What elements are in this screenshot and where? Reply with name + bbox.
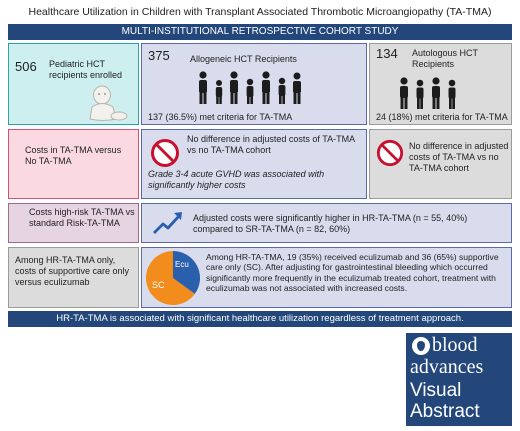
logo-line1: blood — [432, 334, 478, 356]
conclusion-banner: HR-TA-TMA is associated with significant… — [8, 311, 512, 327]
allo-label: Allogeneic HCT Recipients — [190, 54, 297, 64]
enrolled-box: 506 Pediatric HCT recipients enrolled — [8, 43, 139, 125]
sc-vs-ecu-pie: SC Ecu — [144, 249, 202, 307]
risk-result: Adjusted costs were significantly higher… — [193, 213, 468, 234]
study-banner: MULTI-INSTITUTIONAL RETROSPECTIVE COHORT… — [8, 24, 512, 40]
trend-up-icon — [152, 210, 184, 236]
auto-costs-box: No difference in adjusted costs of TA-TM… — [369, 129, 512, 199]
logo-line4: Abstract — [410, 401, 480, 422]
allo-ta-tma: 137 (36.5%) met criteria for TA-TMA — [148, 112, 293, 122]
pie-slice-ecu — [173, 251, 200, 294]
baby-icon — [83, 85, 131, 123]
logo-line3: Visual — [410, 380, 462, 401]
enrolled-label: Pediatric HCT recipients enrolled — [49, 59, 123, 80]
auto-costs-result: No difference in adjusted costs of TA-TM… — [409, 141, 509, 173]
pie-slice-sc — [145, 251, 195, 305]
allogeneic-box: 375 Allogeneic HCT Recipients 137 (36.5%… — [141, 43, 367, 125]
risk-label: Costs high-risk TA-TMA vs standard Risk-… — [29, 207, 135, 228]
allo-costs-result: No difference in adjusted costs of TA-TM… — [187, 134, 355, 155]
risk-label-box: Costs high-risk TA-TMA vs standard Risk-… — [8, 203, 139, 243]
risk-result-box: Adjusted costs were significantly higher… — [141, 203, 512, 243]
people-group-icon — [194, 70, 306, 106]
allo-costs-box: No difference in adjusted costs of TA-TM… — [141, 129, 367, 199]
people-group-icon — [396, 76, 466, 110]
page-title: Healthcare Utilization in Children with … — [28, 6, 492, 18]
gvhd-note: Grade 3-4 acute GVHD was associated with… — [148, 169, 325, 190]
costs-label-box: Costs in TA-TMA versus No TA-TMA — [8, 129, 139, 199]
auto-count: 134 — [376, 46, 398, 61]
enrolled-count: 506 — [15, 59, 37, 74]
autologous-box: 134 Autologous HCT Recipients 24 (18%) m… — [369, 43, 512, 125]
treatment-result-box: SC Ecu Among HR-TA-TMA, 19 (35%) receive… — [141, 247, 512, 308]
treatment-label: Among HR-TA-TMA only, costs of supportiv… — [15, 255, 130, 287]
no-difference-icon — [376, 139, 404, 167]
no-difference-icon — [150, 138, 180, 168]
treatment-label-box: Among HR-TA-TMA only, costs of supportiv… — [8, 247, 139, 308]
treatment-result: Among HR-TA-TMA, 19 (35%) received eculi… — [206, 252, 499, 294]
auto-ta-tma: 24 (18%) met criteria for TA-TMA — [376, 112, 508, 122]
journal-logo: blood advances Visual Abstract — [406, 333, 512, 426]
logo-mark-icon — [412, 337, 430, 355]
auto-label: Autologous HCT Recipients — [412, 48, 478, 69]
logo-line2: advances — [410, 356, 484, 378]
pie-label-sc: SC — [152, 280, 165, 290]
allo-count: 375 — [148, 48, 170, 63]
pie-label-ecu: Ecu — [175, 260, 189, 269]
costs-label: Costs in TA-TMA versus No TA-TMA — [25, 145, 122, 166]
